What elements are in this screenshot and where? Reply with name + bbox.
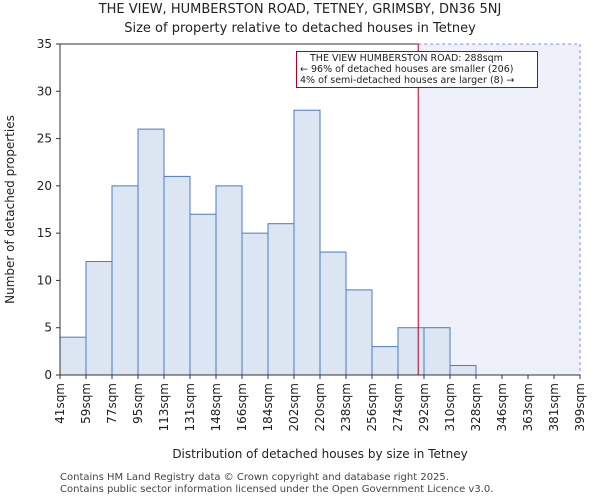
x-tick-label-184sqm: 184sqm	[261, 383, 275, 431]
bar-256sqm	[371, 346, 399, 376]
bar-41sqm	[59, 336, 87, 376]
bar-292sqm	[423, 327, 451, 376]
x-tick-label-166sqm: 166sqm	[235, 383, 249, 431]
y-tick-label-0: 0	[44, 368, 52, 382]
x-tick-label-77sqm: 77sqm	[105, 383, 119, 424]
x-tick-label-256sqm: 256sqm	[365, 383, 379, 431]
footer-line-1: Contains HM Land Registry data © Crown c…	[60, 472, 449, 483]
bar-202sqm	[293, 109, 321, 376]
bar-148sqm	[215, 185, 243, 376]
bar-59sqm	[85, 261, 113, 376]
x-tick-label-310sqm: 310sqm	[443, 383, 457, 431]
x-axis-label: Distribution of detached houses by size …	[172, 447, 467, 461]
bar-77sqm	[111, 185, 139, 376]
x-tick-label-381sqm: 381sqm	[547, 383, 561, 431]
bar-166sqm	[241, 232, 269, 376]
marker-annotation: THE VIEW HUMBERSTON ROAD: 288sqm ← 96% o…	[296, 51, 538, 88]
y-tick-label-35: 35	[37, 37, 52, 51]
x-tick-label-328sqm: 328sqm	[469, 383, 483, 431]
bar-131sqm	[189, 213, 217, 376]
bar-274sqm	[397, 327, 425, 376]
x-tick-label-95sqm: 95sqm	[131, 383, 145, 424]
highlight-region	[418, 44, 580, 375]
y-tick-label-10: 10	[37, 273, 52, 287]
bar-95sqm	[137, 128, 165, 376]
bar-113sqm	[163, 175, 191, 376]
bar-220sqm	[319, 251, 347, 376]
x-tick-label-292sqm: 292sqm	[417, 383, 431, 431]
x-tick-label-113sqm: 113sqm	[157, 383, 171, 431]
chart-title: THE VIEW, HUMBERSTON ROAD, TETNEY, GRIMS…	[98, 2, 502, 17]
y-axis-label: Number of detached properties	[3, 115, 17, 304]
x-tick-label-59sqm: 59sqm	[79, 383, 93, 424]
x-tick-label-148sqm: 148sqm	[209, 383, 223, 431]
x-tick-label-238sqm: 238sqm	[339, 383, 353, 431]
x-tick-label-41sqm: 41sqm	[53, 383, 67, 424]
annotation-line-3: 4% of semi-detached houses are larger (8…	[300, 75, 515, 86]
x-tick-label-274sqm: 274sqm	[391, 383, 405, 431]
bar-184sqm	[267, 223, 295, 376]
chart-subtitle: Size of property relative to detached ho…	[124, 21, 476, 36]
x-tick-label-202sqm: 202sqm	[287, 383, 301, 431]
y-tick-label-15: 15	[37, 226, 52, 240]
x-tick-label-346sqm: 346sqm	[495, 383, 509, 431]
annotation-line-1: THE VIEW HUMBERSTON ROAD: 288sqm	[310, 53, 503, 64]
x-tick-label-363sqm: 363sqm	[521, 383, 535, 431]
bar-238sqm	[345, 289, 373, 376]
annotation-line-2: ← 96% of detached houses are smaller (20…	[300, 64, 514, 75]
x-tick-label-131sqm: 131sqm	[183, 383, 197, 431]
y-tick-label-5: 5	[44, 321, 52, 335]
y-tick-label-30: 30	[37, 84, 52, 98]
footer-line-2: Contains public sector information licen…	[60, 484, 494, 495]
y-tick-label-25: 25	[37, 132, 52, 146]
bar-310sqm	[449, 365, 477, 376]
y-tick-label-20: 20	[37, 179, 52, 193]
x-tick-label-399sqm: 399sqm	[573, 383, 587, 431]
x-tick-label-220sqm: 220sqm	[313, 383, 327, 431]
